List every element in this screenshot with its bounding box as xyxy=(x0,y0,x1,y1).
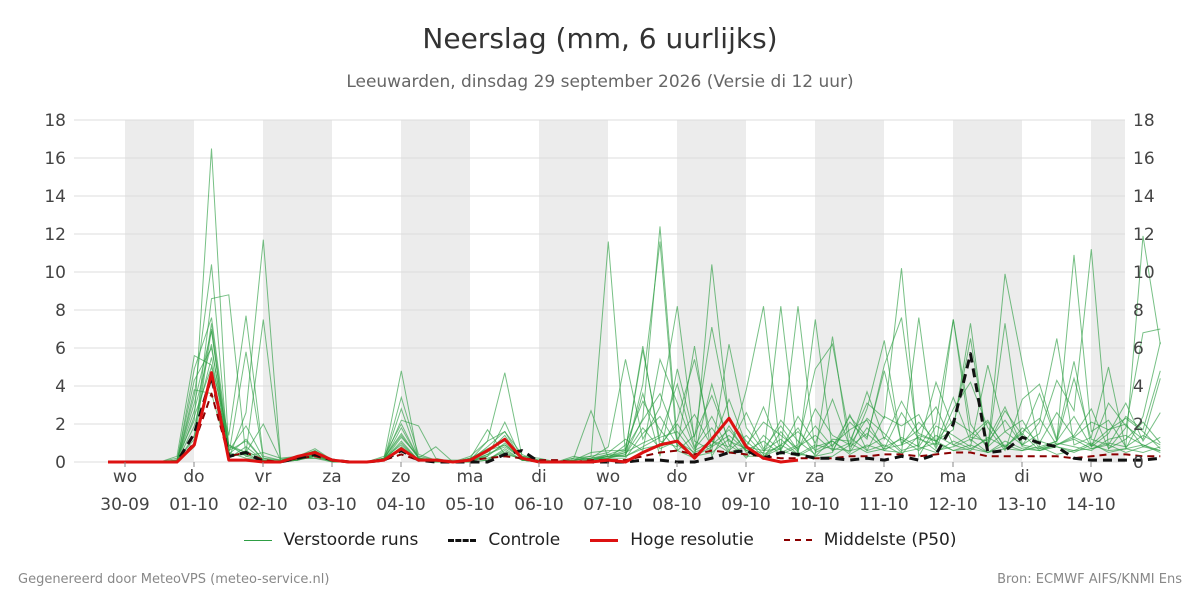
x-tick-label-day-9: vr xyxy=(737,467,754,487)
y-tick-label-left-10: 10 xyxy=(44,263,66,283)
x-tick-label-day-8: do xyxy=(666,467,687,487)
y-tick-label-left-4: 4 xyxy=(55,377,66,397)
x-tick-label-date-5: 05-10 xyxy=(445,495,494,515)
x-tick-label-day-12: ma xyxy=(940,467,967,487)
y-tick-label-right-2: 2 xyxy=(1133,415,1144,435)
legend: Verstoorde runs Controle Hoge resolutie … xyxy=(0,530,1200,550)
x-tick-label-date-14: 14-10 xyxy=(1066,495,1115,515)
x-axis: wo 30-09 do 01-10 vr 02-10 za 03-10 zo 04-10 ma 05-… xyxy=(100,462,1116,515)
x-tick-label-date-6: 06-10 xyxy=(514,495,563,515)
x-tick-label-date-12: 12-10 xyxy=(928,495,977,515)
x-tick-label-date-4: 04-10 xyxy=(376,495,425,515)
y-axis-left: 0 2 4 6 8 10 12 14 16 18 xyxy=(44,111,66,473)
y-axis-right: 0 2 4 6 8 10 12 14 16 18 xyxy=(1133,111,1155,473)
day-band-8 xyxy=(677,120,746,462)
y-tick-label-right-6: 6 xyxy=(1133,339,1144,359)
x-tick-label-date-13: 13-10 xyxy=(997,495,1046,515)
y-tick-label-left-14: 14 xyxy=(44,187,66,207)
legend-label-perturbed: Verstoorde runs xyxy=(283,530,419,550)
chart-title: Neerslag (mm, 6 uurlijks) xyxy=(422,22,778,55)
legend-swatch-control xyxy=(448,538,477,542)
y-tick-label-right-14: 14 xyxy=(1133,187,1155,207)
y-tick-label-left-0: 0 xyxy=(55,453,66,473)
day-band-4 xyxy=(401,120,470,462)
y-tick-label-left-16: 16 xyxy=(44,149,66,169)
day-band-6 xyxy=(539,120,608,462)
series-hoge-resolutie xyxy=(108,371,799,464)
x-tick-label-day-4: zo xyxy=(391,467,410,487)
x-tick-label-day-7: wo xyxy=(596,467,620,487)
legend-item-median[interactable]: Middelste (P50) xyxy=(783,530,957,550)
y-tick-label-right-10: 10 xyxy=(1133,263,1155,283)
x-tick-label-day-1: do xyxy=(183,467,204,487)
legend-swatch-perturbed xyxy=(243,539,272,541)
y-tick-label-right-0: 0 xyxy=(1133,453,1144,473)
y-tick-label-right-16: 16 xyxy=(1133,149,1155,169)
footer-source: Bron: ECMWF AIFS/KNMI Ens xyxy=(997,572,1182,587)
y-tick-label-left-8: 8 xyxy=(55,301,66,321)
day-bands xyxy=(125,120,1125,462)
y-tick-label-right-8: 8 xyxy=(1133,301,1144,321)
legend-item-control[interactable]: Controle xyxy=(448,530,560,550)
legend-swatch-median xyxy=(783,539,812,541)
x-tick-label-day-13: di xyxy=(1014,467,1030,487)
x-tick-label-day-14: wo xyxy=(1079,467,1103,487)
x-tick-label-date-1: 01-10 xyxy=(169,495,218,515)
y-tick-label-right-4: 4 xyxy=(1133,377,1144,397)
legend-item-hires[interactable]: Hoge resolutie xyxy=(590,530,754,550)
chart-subtitle: Leeuwarden, dinsdag 29 september 2026 (V… xyxy=(346,72,854,92)
day-band-14 xyxy=(1091,120,1125,462)
x-tick-label-date-7: 07-10 xyxy=(583,495,632,515)
x-tick-label-date-2: 02-10 xyxy=(238,495,287,515)
x-tick-label-day-5: ma xyxy=(457,467,484,487)
x-tick-label-day-10: za xyxy=(805,467,824,487)
legend-label-control: Controle xyxy=(488,530,561,550)
x-tick-label-date-8: 08-10 xyxy=(652,495,701,515)
x-tick-label-day-3: za xyxy=(322,467,341,487)
x-tick-label-day-0: wo xyxy=(113,467,137,487)
x-tick-label-date-10: 10-10 xyxy=(790,495,839,515)
x-tick-label-day-11: zo xyxy=(874,467,893,487)
y-tick-label-left-18: 18 xyxy=(44,111,66,131)
y-tick-label-right-12: 12 xyxy=(1133,225,1155,245)
x-tick-label-date-0: 30-09 xyxy=(100,495,149,515)
y-tick-label-left-12: 12 xyxy=(44,225,66,245)
footer-credit: Gegenereerd door MeteoVPS (meteo-service… xyxy=(18,572,330,587)
x-tick-label-date-9: 09-10 xyxy=(721,495,770,515)
legend-label-median: Middelste (P50) xyxy=(823,530,957,550)
x-tick-label-day-2: vr xyxy=(254,467,271,487)
legend-swatch-hires xyxy=(590,538,619,542)
y-tick-label-right-18: 18 xyxy=(1133,111,1155,131)
y-tick-label-left-6: 6 xyxy=(55,339,66,359)
day-band-0 xyxy=(125,120,194,462)
day-band-12 xyxy=(953,120,1022,462)
main-series-lines xyxy=(108,352,1161,464)
x-tick-label-date-11: 11-10 xyxy=(859,495,908,515)
x-tick-label-day-6: di xyxy=(531,467,547,487)
day-band-2 xyxy=(263,120,332,462)
ensemble-member-11 xyxy=(108,346,1161,463)
legend-item-perturbed[interactable]: Verstoorde runs xyxy=(243,530,419,550)
y-tick-label-left-2: 2 xyxy=(55,415,66,435)
x-tick-label-date-3: 03-10 xyxy=(307,495,356,515)
legend-label-hires: Hoge resolutie xyxy=(630,530,754,550)
